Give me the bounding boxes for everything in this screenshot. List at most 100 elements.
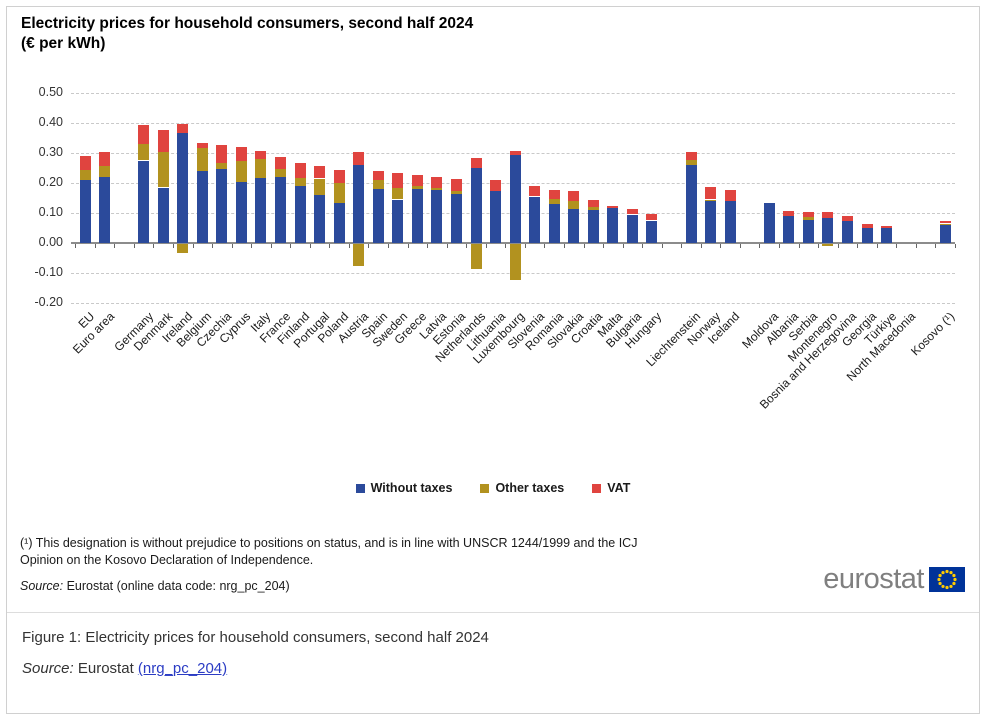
bar-segment-other-taxes (333, 182, 345, 203)
axis-tick (388, 244, 390, 248)
axis-tick (309, 244, 311, 248)
axis-tick (935, 244, 937, 248)
bar-segment-vat (822, 212, 834, 219)
bar-segment-other-taxes (353, 244, 365, 266)
bar-segment-without-taxes (314, 195, 326, 243)
axis-tick (505, 244, 507, 248)
bar-segment-without-taxes (235, 181, 247, 243)
bar-segment-vat (275, 156, 286, 170)
y-axis-label: 0.30 (38, 145, 63, 159)
bar-segment-vat (724, 189, 736, 201)
bar-segment-vat (490, 180, 502, 192)
bar-segment-other-taxes (587, 206, 599, 210)
bar-segment-other-taxes (138, 143, 150, 161)
chart-source: Source: Eurostat (online data code: nrg_… (20, 579, 290, 593)
bar-segment-vat (216, 145, 228, 164)
y-axis-label: 0.50 (38, 85, 63, 99)
bar-segment-other-taxes (802, 216, 814, 221)
other-taxes-swatch-icon (480, 483, 490, 493)
axis-tick (563, 244, 565, 248)
bar-segment-without-taxes (646, 220, 658, 243)
axis-tick (720, 244, 722, 248)
bar-segment-without-taxes (783, 216, 795, 243)
y-axis-label: -0.20 (34, 295, 64, 309)
axis-tick (114, 244, 116, 248)
axis-tick (700, 244, 702, 248)
bar-segment-vat (392, 173, 404, 189)
bar-segment-without-taxes (99, 177, 111, 243)
bar-segment-without-taxes (490, 191, 502, 243)
eurostat-logo-text: eurostat (823, 563, 924, 595)
axis-tick (172, 244, 174, 248)
source-label: Source: (20, 579, 64, 593)
source-text: Eurostat (online data code: nrg_pc_204) (63, 579, 290, 593)
bar-segment-vat (99, 152, 111, 166)
bar-segment-other-taxes (548, 199, 560, 204)
bar-segment-without-taxes (705, 201, 717, 243)
bar-segment-vat (802, 212, 814, 217)
bar-segment-other-taxes (431, 188, 443, 190)
bar-segment-vat (939, 221, 951, 224)
bar-segment-vat (177, 123, 189, 133)
bar-segment-vat (607, 206, 619, 209)
bar-segment-without-taxes (822, 218, 834, 243)
bar-segment-vat (509, 150, 521, 156)
bar-segment-other-taxes (509, 244, 521, 280)
bar-segment-without-taxes (529, 196, 541, 243)
bar-segment-vat (314, 166, 326, 179)
bar-segment-other-taxes (177, 244, 189, 253)
axis-tick (407, 244, 409, 248)
axis-tick (485, 244, 487, 248)
bar-segment-without-taxes (255, 177, 267, 243)
legend-item-without-taxes: Without taxes (355, 481, 452, 495)
y-axis-label: 0.20 (38, 175, 63, 189)
bar-segment-without-taxes (626, 214, 638, 243)
axis-tick (603, 244, 605, 248)
dataset-link[interactable]: (nrg_pc_204) (137, 660, 228, 677)
bar-segment-without-taxes (450, 194, 462, 243)
bar-segment-vat (861, 224, 873, 228)
bar-segment-other-taxes (392, 188, 404, 200)
bar-segment-without-taxes (509, 155, 521, 243)
axis-tick (818, 244, 820, 248)
plot-area: 0.50 0.40 0.30 0.20 0.10 0.00 -0.10 -0.20 EU Euro… (7, 7, 979, 612)
bar-segment-without-taxes (411, 189, 423, 243)
y-axis-label: 0.40 (38, 115, 63, 129)
bar-segment-other-taxes (822, 244, 834, 247)
legend-item-other-taxes: Other taxes (480, 481, 564, 495)
caption-source: Source: Eurostat (nrg_pc_204) (22, 660, 227, 677)
bar-segment-vat (646, 214, 658, 221)
axis-tick (270, 244, 272, 248)
axis-tick (466, 244, 468, 248)
bar-segment-vat (79, 156, 91, 170)
bar-segment-vat (626, 208, 638, 215)
axis-tick (739, 244, 741, 248)
bar-segment-other-taxes (196, 147, 208, 171)
bar-segment-other-taxes (275, 169, 286, 178)
bar-segment-other-taxes (450, 190, 462, 195)
bar-segment-without-taxes (763, 203, 775, 243)
axis-tick (544, 244, 546, 248)
bar-segment-other-taxes (568, 201, 580, 210)
chart-image: Electricity prices for household consume… (7, 7, 979, 613)
eu-flag-icon (929, 567, 965, 592)
bar-segment-without-taxes (392, 199, 404, 243)
bar-segment-other-taxes (314, 178, 326, 196)
without-taxes-swatch-icon (355, 483, 365, 493)
chart-title: Electricity prices for household consume… (21, 14, 473, 54)
legend-label: VAT (607, 481, 631, 495)
axis-tick (837, 244, 839, 248)
bar-segment-without-taxes (196, 170, 208, 243)
axis-tick (94, 244, 96, 248)
bar-segment-without-taxes (138, 160, 150, 243)
bar-segment-without-taxes (275, 177, 286, 243)
axis-tick (798, 244, 800, 248)
legend-label: Other taxes (495, 481, 565, 495)
axis-tick (876, 244, 878, 248)
bar-segment-other-taxes (157, 152, 169, 188)
footnote: (¹) This designation is without prejudic… (20, 535, 720, 569)
bar-segment-other-taxes (216, 163, 228, 169)
gridline (71, 123, 955, 124)
bar-segment-vat (431, 177, 443, 189)
x-axis-line (71, 242, 955, 244)
